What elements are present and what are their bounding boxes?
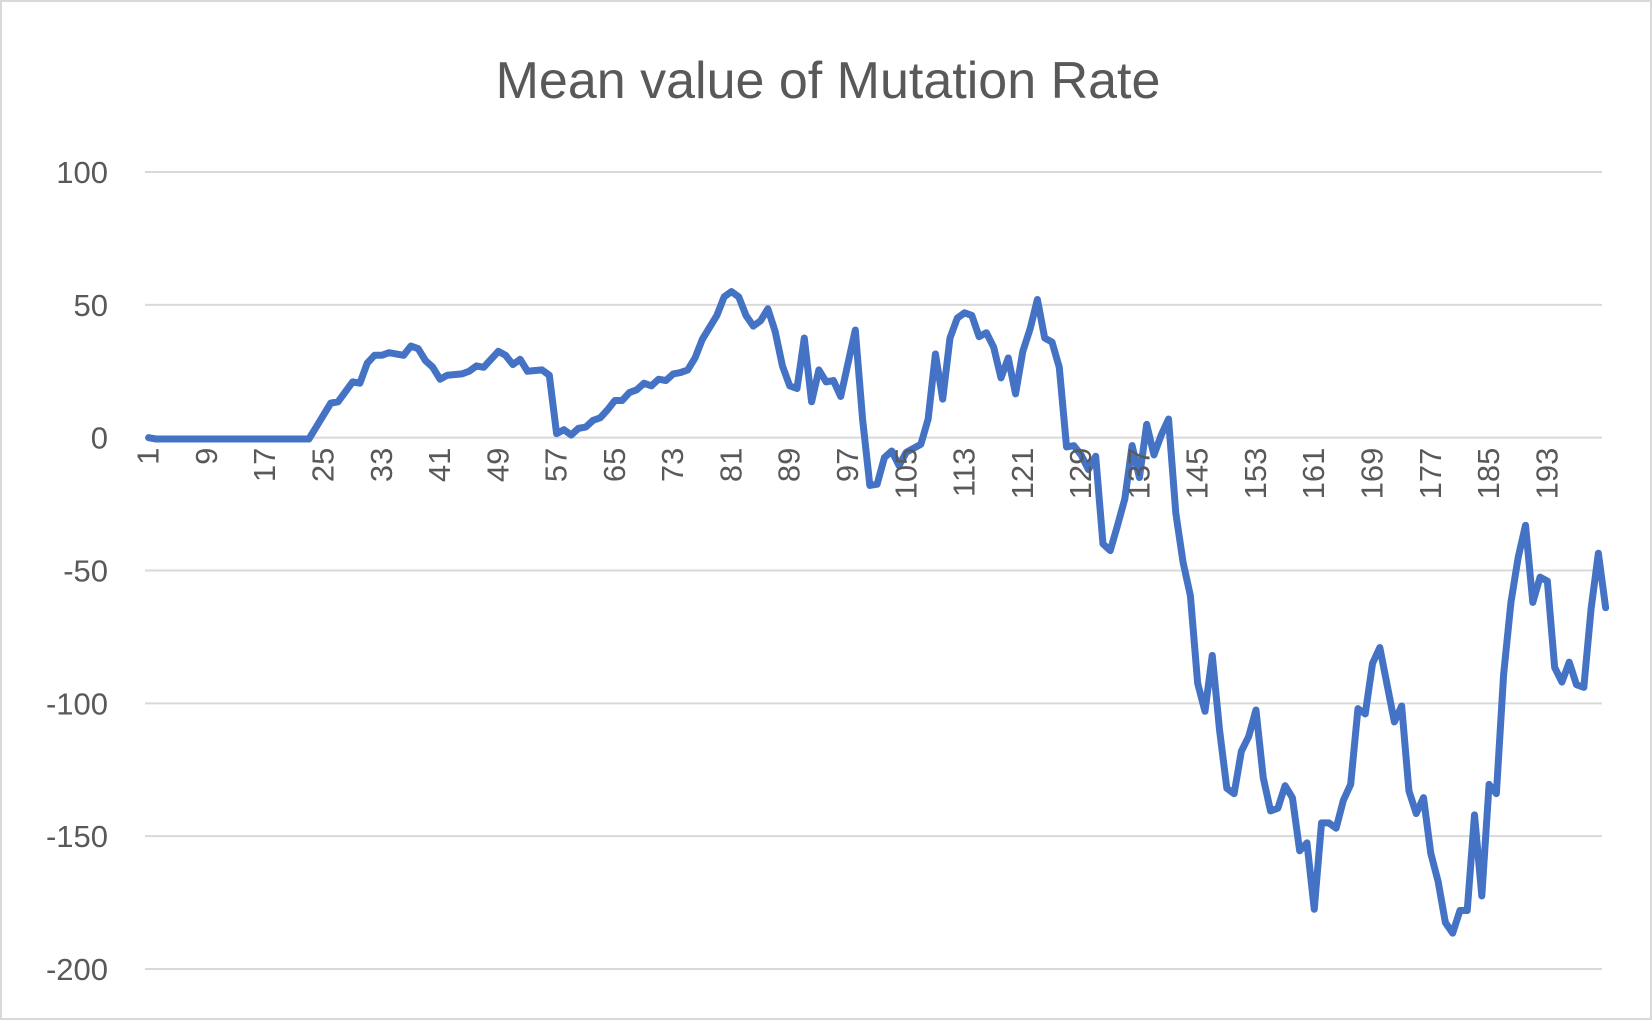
y-tick-label: 0: [91, 421, 108, 456]
x-tick-label: 17: [247, 448, 282, 482]
x-tick-label: 49: [480, 448, 515, 482]
x-tick-label: 145: [1180, 448, 1215, 500]
y-tick-label: -100: [46, 686, 108, 721]
x-tick-label: 97: [830, 448, 865, 482]
chart-title: Mean value of Mutation Rate: [496, 52, 1161, 110]
x-tick-label: 137: [1121, 448, 1156, 500]
y-axis-labels: 100 50 0 -50 -100 -150 -200: [46, 155, 108, 987]
x-tick-label: 41: [422, 448, 457, 482]
x-tick-label: 73: [655, 448, 690, 482]
y-tick-label: 100: [56, 155, 108, 190]
x-tick-label: 57: [539, 448, 574, 482]
series-layer: [145, 288, 1610, 937]
series-line-1: [145, 288, 1610, 937]
x-tick-label: 89: [772, 448, 807, 482]
y-tick-label: -200: [46, 952, 108, 987]
x-tick-label: 193: [1529, 448, 1564, 500]
x-tick-label: 9: [189, 448, 224, 465]
x-tick-label: 129: [1063, 448, 1098, 500]
x-tick-label: 153: [1238, 448, 1273, 500]
y-tick-label: 50: [74, 288, 108, 323]
x-tick-label: 81: [713, 448, 748, 482]
x-axis-labels: 1 9 17 25 33 41 49 57 65 73 81 89 97 105 113 121 129 137 1…: [131, 448, 1565, 500]
x-tick-label: 177: [1413, 448, 1448, 500]
x-tick-label: 1: [131, 448, 166, 465]
x-tick-label: 113: [947, 448, 982, 497]
x-tick-label: 65: [597, 448, 632, 482]
x-tick-label: 25: [305, 448, 340, 482]
y-tick-label: -50: [63, 554, 108, 589]
x-tick-label: 105: [888, 448, 923, 500]
gridlines: [145, 171, 1602, 970]
x-tick-label: 161: [1296, 448, 1331, 500]
x-tick-label: 169: [1355, 448, 1390, 500]
x-tick-label: 33: [364, 448, 399, 482]
x-tick-label: 121: [1005, 448, 1040, 500]
x-tick-label: 185: [1471, 448, 1506, 500]
y-tick-label: -150: [46, 819, 108, 854]
